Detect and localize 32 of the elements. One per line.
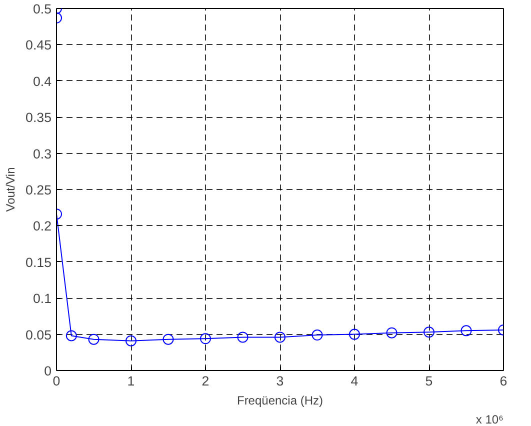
x-axis-title: Freqüencia (Hz) bbox=[236, 394, 324, 408]
x-tick-label: 1 bbox=[127, 374, 135, 388]
y-tick-label: 0.5 bbox=[32, 2, 52, 16]
point bbox=[88, 334, 100, 345]
y-tick-label: 0.4 bbox=[32, 74, 52, 89]
point bbox=[162, 334, 174, 345]
x-tick-label: 6 bbox=[500, 374, 508, 388]
y-tick-label: 0.35 bbox=[26, 110, 52, 126]
y-tick-label: 0.25 bbox=[26, 182, 52, 198]
point bbox=[424, 326, 434, 338]
y-tick-label: 0.15 bbox=[26, 254, 52, 270]
text: x 10⁶ bbox=[476, 412, 504, 426]
x-tick-label: 5 bbox=[425, 374, 433, 388]
y-tick-label: 0.2 bbox=[32, 218, 52, 234]
point bbox=[274, 332, 286, 343]
y-axis-title: Vout/Vin bbox=[4, 167, 18, 212]
point bbox=[460, 325, 472, 336]
x-tick-label: 4 bbox=[350, 374, 359, 388]
point bbox=[349, 328, 360, 340]
x-tick-label: 3 bbox=[276, 374, 284, 388]
y-tick-label: 0.3 bbox=[32, 146, 52, 162]
point bbox=[386, 327, 398, 338]
y-tick-label: 0 bbox=[44, 364, 52, 378]
point bbox=[126, 335, 136, 346]
y-tick-label: 0.45 bbox=[26, 38, 52, 53]
y-tick-label: 0.05 bbox=[26, 327, 52, 342]
point bbox=[237, 332, 248, 343]
point bbox=[66, 330, 77, 342]
point bbox=[200, 333, 211, 344]
x-tick-label: 2 bbox=[202, 374, 210, 388]
y-tick-label: 0.1 bbox=[32, 291, 52, 306]
point bbox=[312, 330, 323, 341]
